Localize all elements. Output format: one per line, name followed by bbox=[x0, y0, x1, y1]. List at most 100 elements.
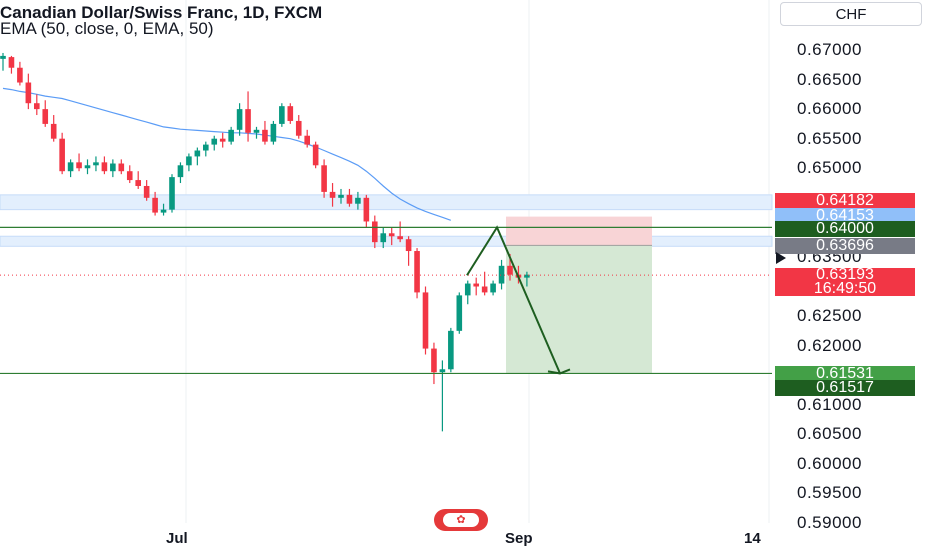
price-tick-label: 0.67000 bbox=[797, 40, 862, 59]
indicator-legend[interactable]: EMA (50, close, 0, EMA, 50) bbox=[0, 19, 214, 38]
candle-body bbox=[422, 292, 429, 349]
candle-body bbox=[372, 221, 378, 243]
candle bbox=[329, 183, 336, 207]
candle-body bbox=[414, 251, 420, 293]
candle bbox=[338, 188, 344, 204]
price-tick-label: 0.59500 bbox=[797, 483, 862, 503]
price-tag-stop: 0.64182 bbox=[775, 193, 915, 209]
candle bbox=[25, 73, 32, 110]
candle bbox=[473, 277, 479, 296]
candle bbox=[490, 280, 496, 296]
candle bbox=[93, 156, 99, 172]
candle-body bbox=[363, 197, 370, 222]
candle-body bbox=[42, 109, 49, 124]
candle bbox=[101, 156, 108, 175]
candle-body bbox=[152, 197, 158, 213]
candle bbox=[304, 129, 310, 148]
candle bbox=[228, 126, 234, 145]
candle-body bbox=[236, 109, 243, 130]
price-tick-label: 0.59000 bbox=[797, 513, 862, 532]
candle bbox=[118, 159, 125, 175]
current-price-value: 0.63193 bbox=[816, 266, 874, 283]
price-tag-zone: 0.64153 bbox=[775, 208, 915, 224]
candle-body bbox=[262, 129, 268, 142]
candle bbox=[67, 159, 74, 178]
candle-body bbox=[84, 165, 91, 169]
candle bbox=[245, 91, 251, 142]
price-tick-label: 0.66000 bbox=[797, 99, 862, 119]
ema-line bbox=[2, 87, 452, 221]
price-tag-entry: 0.63696 bbox=[775, 238, 915, 254]
candle bbox=[42, 100, 49, 127]
candle-body bbox=[439, 369, 446, 373]
candle-body bbox=[456, 295, 463, 331]
candle-body bbox=[203, 144, 209, 151]
candle-body bbox=[118, 163, 125, 172]
time-label-14: 14 bbox=[744, 530, 761, 547]
candle bbox=[186, 153, 192, 172]
candle-body bbox=[279, 106, 285, 124]
candle bbox=[253, 126, 260, 139]
short-position-tool[interactable] bbox=[506, 216, 652, 374]
candle-body bbox=[397, 236, 403, 240]
current-price-arrow-icon bbox=[776, 252, 786, 264]
candle-body bbox=[304, 135, 310, 145]
candle-body bbox=[270, 123, 277, 142]
candle-body bbox=[59, 138, 65, 172]
stop-zone[interactable] bbox=[506, 216, 652, 246]
candle bbox=[312, 141, 319, 169]
candle-body bbox=[126, 171, 133, 181]
candle bbox=[194, 147, 201, 166]
candle bbox=[422, 286, 429, 355]
price-tick-label: 0.66500 bbox=[797, 69, 862, 89]
candle-body bbox=[219, 138, 226, 142]
candle bbox=[414, 248, 420, 299]
candle-body bbox=[295, 120, 302, 136]
candle bbox=[143, 180, 150, 201]
price-tick-label: 0.60500 bbox=[797, 424, 862, 444]
candle-body bbox=[338, 194, 344, 198]
candle bbox=[126, 165, 133, 184]
arrowhead-icon bbox=[547, 368, 571, 375]
zone-rect bbox=[0, 194, 773, 211]
candle-body bbox=[211, 138, 218, 145]
candle-body bbox=[431, 348, 437, 373]
horizontal-levels[interactable] bbox=[0, 226, 772, 375]
candle bbox=[524, 271, 530, 287]
candle bbox=[321, 159, 327, 198]
candle-body bbox=[329, 191, 336, 198]
candle-body bbox=[25, 82, 32, 104]
ema-polyline bbox=[2, 87, 452, 221]
candle-body bbox=[76, 162, 82, 169]
candle-body bbox=[507, 265, 513, 275]
candle bbox=[203, 141, 209, 157]
candle bbox=[295, 115, 302, 139]
candle-body bbox=[321, 165, 327, 192]
forecast-polyline[interactable] bbox=[466, 225, 561, 374]
candle-body bbox=[186, 156, 192, 166]
candle-body bbox=[143, 185, 150, 198]
candle bbox=[17, 61, 23, 86]
price-tick-label: 0.62000 bbox=[797, 335, 862, 355]
candle bbox=[397, 221, 403, 243]
candle-body bbox=[287, 106, 294, 121]
candle bbox=[211, 135, 218, 151]
candle bbox=[287, 103, 294, 124]
candle bbox=[262, 120, 268, 145]
currency-button[interactable]: CHF bbox=[780, 2, 922, 26]
candle-body bbox=[490, 283, 496, 293]
candle bbox=[177, 162, 184, 184]
candle bbox=[152, 191, 158, 216]
candle bbox=[372, 215, 378, 249]
candle bbox=[270, 120, 277, 145]
candle bbox=[160, 203, 167, 216]
forecast-path[interactable] bbox=[466, 225, 571, 375]
candle-body bbox=[93, 162, 99, 166]
candle-body bbox=[524, 274, 530, 278]
candle-body bbox=[253, 129, 260, 133]
candle bbox=[380, 227, 387, 249]
candle bbox=[355, 191, 361, 210]
target-zone[interactable] bbox=[506, 245, 652, 374]
candle bbox=[59, 132, 65, 175]
